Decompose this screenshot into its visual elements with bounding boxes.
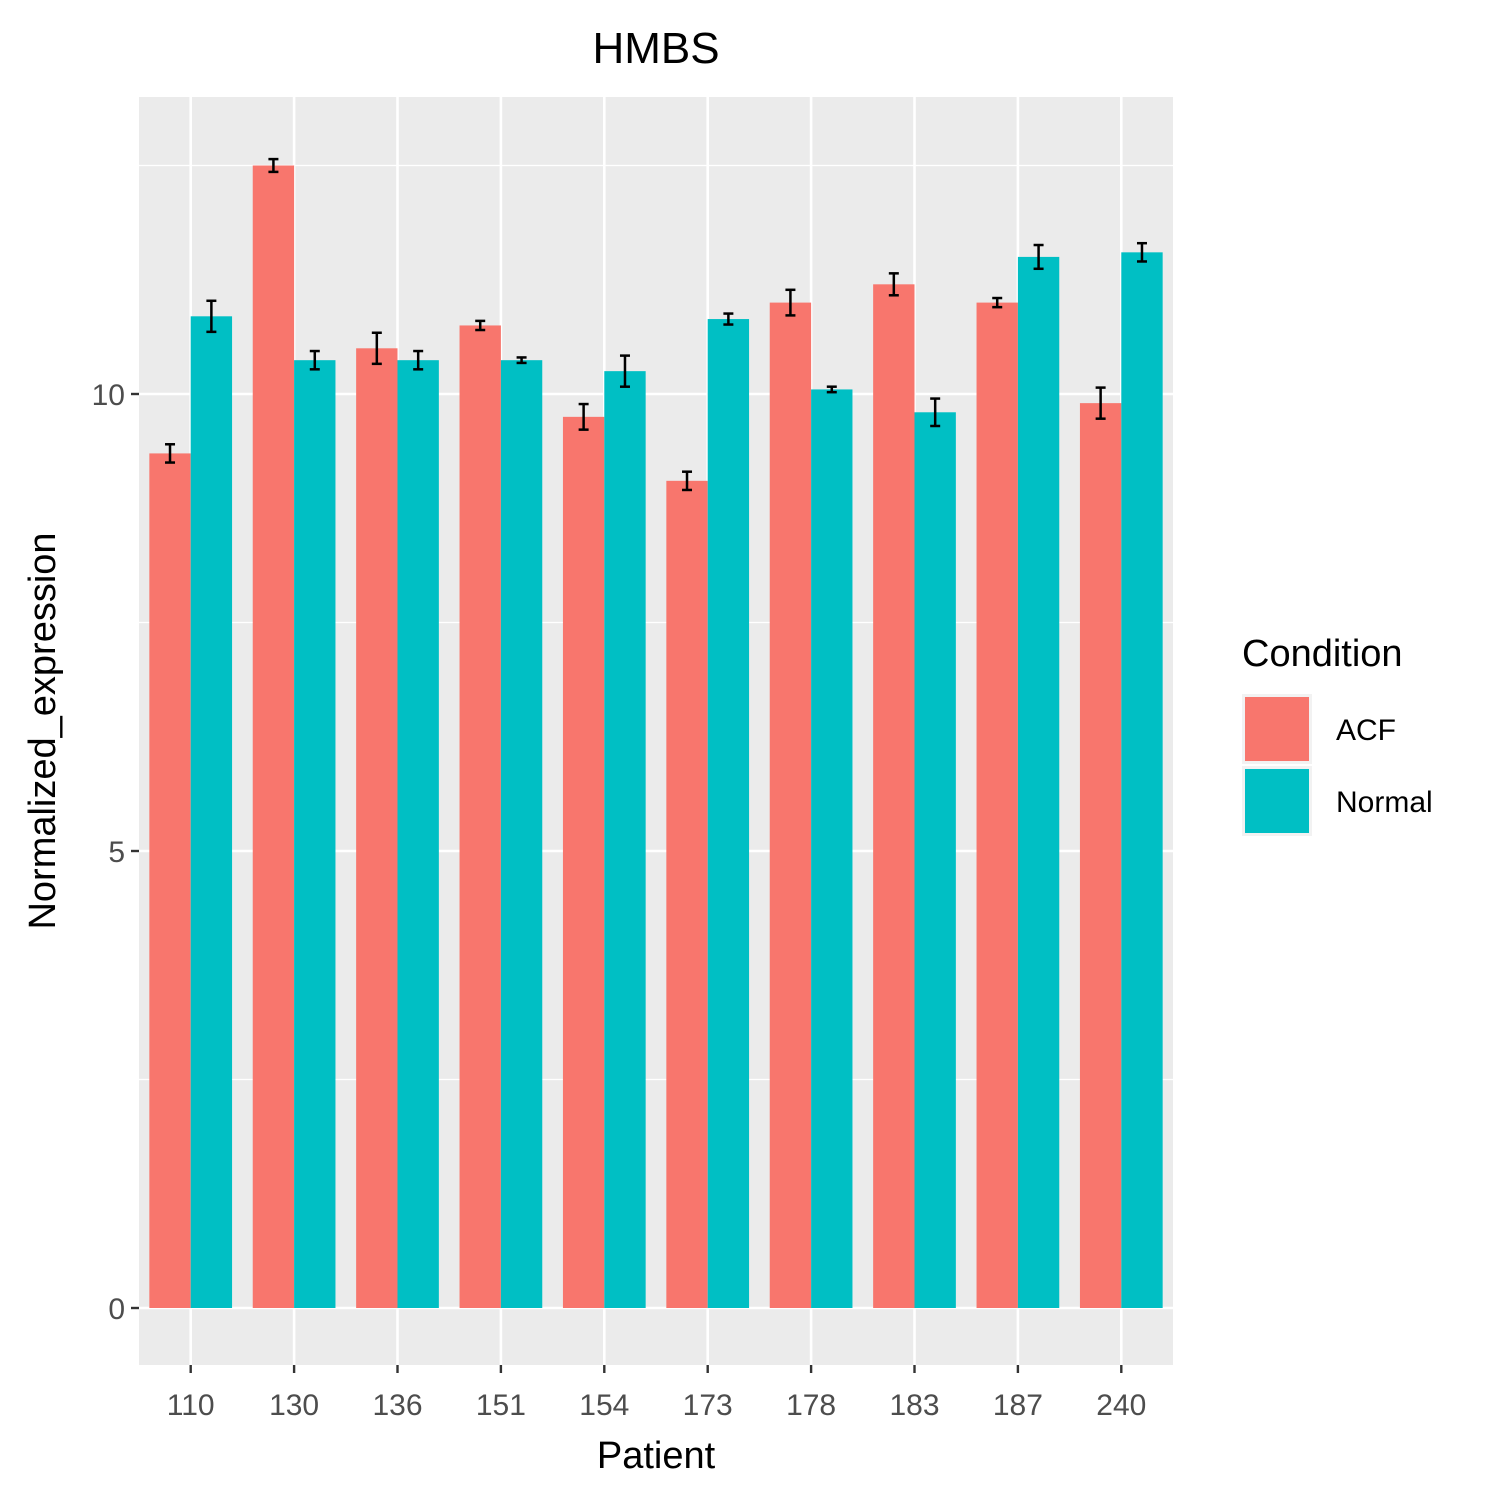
error-bar-acf-154 bbox=[578, 402, 589, 431]
error-bar-acf-173 bbox=[682, 470, 693, 492]
x-tick-label: 136 bbox=[372, 1389, 422, 1422]
bar-acf-178 bbox=[769, 302, 812, 1309]
bar-acf-240 bbox=[1079, 403, 1122, 1308]
legend-swatch-acf bbox=[1245, 697, 1309, 761]
error-bar-normal-154 bbox=[619, 354, 630, 388]
bar-normal-183 bbox=[914, 412, 956, 1308]
bar-acf-136 bbox=[356, 348, 398, 1308]
bar-normal-130 bbox=[294, 360, 336, 1308]
bar-acf-110 bbox=[149, 453, 191, 1308]
error-bar-normal-130 bbox=[309, 349, 320, 371]
error-bar-normal-151 bbox=[516, 356, 527, 365]
error-bars bbox=[165, 157, 1147, 492]
y-tick-label: 0 bbox=[108, 1293, 125, 1326]
y-axis: 0 5 10 bbox=[92, 379, 139, 1326]
bar-acf-130 bbox=[252, 165, 295, 1308]
legend: Condition ACF Normal bbox=[1242, 633, 1433, 836]
bars bbox=[149, 165, 1163, 1309]
bar-normal-154 bbox=[604, 371, 646, 1308]
error-bar-normal-183 bbox=[930, 397, 941, 428]
x-tick-label: 178 bbox=[786, 1389, 836, 1422]
y-axis-title: Normalized_expression bbox=[22, 532, 64, 929]
error-bar-acf-183 bbox=[888, 272, 899, 297]
bar-acf-183 bbox=[873, 284, 915, 1308]
x-tick-label: 187 bbox=[993, 1389, 1043, 1422]
x-tick-label: 110 bbox=[167, 1389, 215, 1422]
x-tick-label: 173 bbox=[683, 1389, 733, 1422]
error-bar-acf-136 bbox=[371, 331, 382, 366]
error-bar-normal-187 bbox=[1033, 243, 1044, 271]
bar-normal-110 bbox=[190, 316, 233, 1308]
error-bar-normal-240 bbox=[1136, 241, 1147, 263]
error-bar-acf-187 bbox=[992, 296, 1003, 309]
bar-acf-187 bbox=[976, 302, 1018, 1309]
bar-normal-240 bbox=[1121, 252, 1163, 1309]
legend-label-normal: Normal bbox=[1336, 786, 1433, 819]
legend-label-acf: ACF bbox=[1336, 714, 1396, 747]
legend-title: Condition bbox=[1242, 633, 1403, 675]
error-bar-acf-151 bbox=[475, 319, 486, 332]
error-bar-acf-110 bbox=[165, 443, 176, 464]
x-tick-label: 151 bbox=[476, 1389, 526, 1422]
error-bar-acf-178 bbox=[785, 288, 796, 317]
x-tick-label: 240 bbox=[1096, 1389, 1146, 1422]
x-tick-label: 130 bbox=[269, 1389, 319, 1422]
bar-normal-178 bbox=[811, 389, 853, 1308]
y-tick-label: 5 bbox=[108, 836, 125, 869]
bar-normal-187 bbox=[1017, 256, 1060, 1308]
error-bar-normal-173 bbox=[723, 312, 734, 326]
bar-acf-151 bbox=[459, 325, 501, 1308]
legend-swatch-normal bbox=[1245, 769, 1309, 833]
bar-normal-151 bbox=[500, 360, 543, 1308]
error-bar-normal-178 bbox=[826, 385, 837, 394]
bar-normal-136 bbox=[397, 360, 439, 1308]
error-bar-acf-130 bbox=[268, 157, 279, 174]
x-axis-title: Patient bbox=[597, 1435, 716, 1477]
x-tick-label: 183 bbox=[889, 1389, 939, 1422]
error-bar-normal-110 bbox=[206, 299, 217, 334]
x-axis: 110 130 136 151 154 173 178 183 187 240 bbox=[167, 1365, 1146, 1422]
chart-title: HMBS bbox=[592, 24, 719, 73]
bar-acf-173 bbox=[666, 480, 708, 1309]
error-bar-acf-240 bbox=[1095, 386, 1106, 420]
x-tick-label: 154 bbox=[579, 1389, 629, 1422]
bar-acf-154 bbox=[562, 416, 605, 1309]
error-bar-normal-136 bbox=[413, 349, 424, 371]
bar-normal-173 bbox=[707, 319, 750, 1308]
y-tick-label: 10 bbox=[92, 379, 125, 412]
